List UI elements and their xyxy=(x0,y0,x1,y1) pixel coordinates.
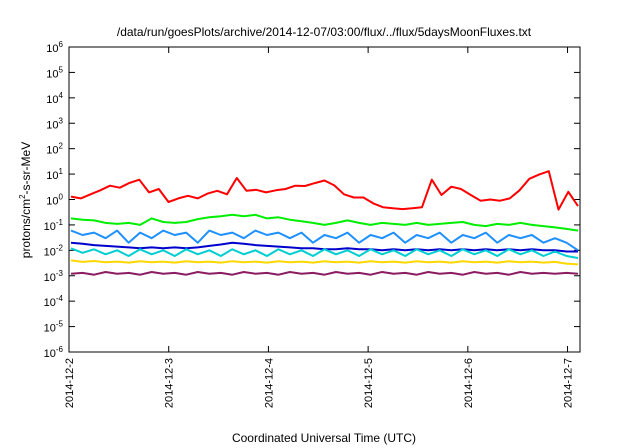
series-line xyxy=(70,213,579,232)
y-tick-exp: 2 xyxy=(59,142,64,151)
y-tick-label: 103 xyxy=(46,116,63,131)
y-tick-label: 105 xyxy=(46,65,63,80)
y-tick-label: 10-3 xyxy=(44,269,64,284)
series-line xyxy=(70,170,579,211)
y-tick-exp: -6 xyxy=(56,345,64,354)
y-tick-exp: 1 xyxy=(59,167,64,176)
y-tick-base: 10 xyxy=(46,68,58,80)
chart-title: /data/run/goesPlots/archive/2014-12-07/0… xyxy=(117,25,532,39)
x-tick-label: 2014-12-5 xyxy=(363,358,375,408)
x-tick-label: 2014-12-3 xyxy=(164,358,176,408)
y-tick-base: 10 xyxy=(46,94,58,106)
y-tick-label: 100 xyxy=(46,193,63,208)
y-tick-exp: -1 xyxy=(56,218,64,227)
y-tick-exp: 3 xyxy=(59,116,64,125)
x-tick-label: 2014-12-6 xyxy=(463,358,475,408)
y-tick-exp: 5 xyxy=(59,65,64,74)
series-layer xyxy=(70,170,579,276)
y-tick-base: 10 xyxy=(46,119,58,131)
y-tick-exp: 6 xyxy=(59,40,64,49)
y-tick-base: 10 xyxy=(46,170,58,182)
x-axis-ticks: 2014-12-2 2014-12-3 2014-12-4 2014-12-5 2014… xyxy=(64,47,575,408)
y-tick-label: 106 xyxy=(46,40,63,55)
y-tick-base: 10 xyxy=(44,221,56,233)
series-line xyxy=(70,259,579,266)
y-axis-label-base: protons/cm xyxy=(19,199,33,258)
y-tick-base: 10 xyxy=(44,348,56,360)
y-tick-base: 10 xyxy=(44,272,56,284)
y-axis-label-rest: -s-sr-MeV xyxy=(19,142,33,195)
y-tick-label: 10-2 xyxy=(44,243,64,258)
y-tick-label: 101 xyxy=(46,167,63,182)
x-axis-label: Coordinated Universal Time (UTC) xyxy=(232,431,416,445)
y-tick-base: 10 xyxy=(46,145,58,157)
y-tick-exp: -5 xyxy=(56,320,64,329)
y-axis-label-sup: 2 xyxy=(18,194,27,199)
y-tick-exp: -2 xyxy=(56,243,64,252)
x-tick-label: 2014-12-2 xyxy=(64,358,76,408)
y-tick-label: 10-6 xyxy=(44,345,64,360)
series-line xyxy=(70,247,579,259)
y-tick-base: 10 xyxy=(46,196,58,208)
y-tick-label: 10-1 xyxy=(44,218,64,233)
y-tick-label: 104 xyxy=(46,91,63,106)
y-tick-exp: -3 xyxy=(56,269,64,278)
y-tick-exp: 4 xyxy=(59,91,64,100)
y-tick-label: 10-4 xyxy=(44,294,64,309)
y-tick-base: 10 xyxy=(44,246,56,258)
y-tick-base: 10 xyxy=(44,297,56,309)
y-axis-label: protons/cm2-s-sr-MeV xyxy=(18,142,33,258)
y-axis-ticks: 10-610-510-410-310-210-11001011021031041… xyxy=(44,40,580,360)
y-tick-label: 10-5 xyxy=(44,320,64,335)
x-tick-label: 2014-12-4 xyxy=(263,358,275,408)
x-tick-label: 2014-12-7 xyxy=(563,358,575,408)
y-tick-base: 10 xyxy=(46,43,58,55)
series-line xyxy=(70,271,579,276)
series-line xyxy=(70,229,579,252)
y-tick-label: 102 xyxy=(46,142,63,157)
y-tick-base: 10 xyxy=(44,323,56,335)
y-tick-exp: -4 xyxy=(56,294,64,303)
y-tick-exp: 0 xyxy=(59,193,64,202)
